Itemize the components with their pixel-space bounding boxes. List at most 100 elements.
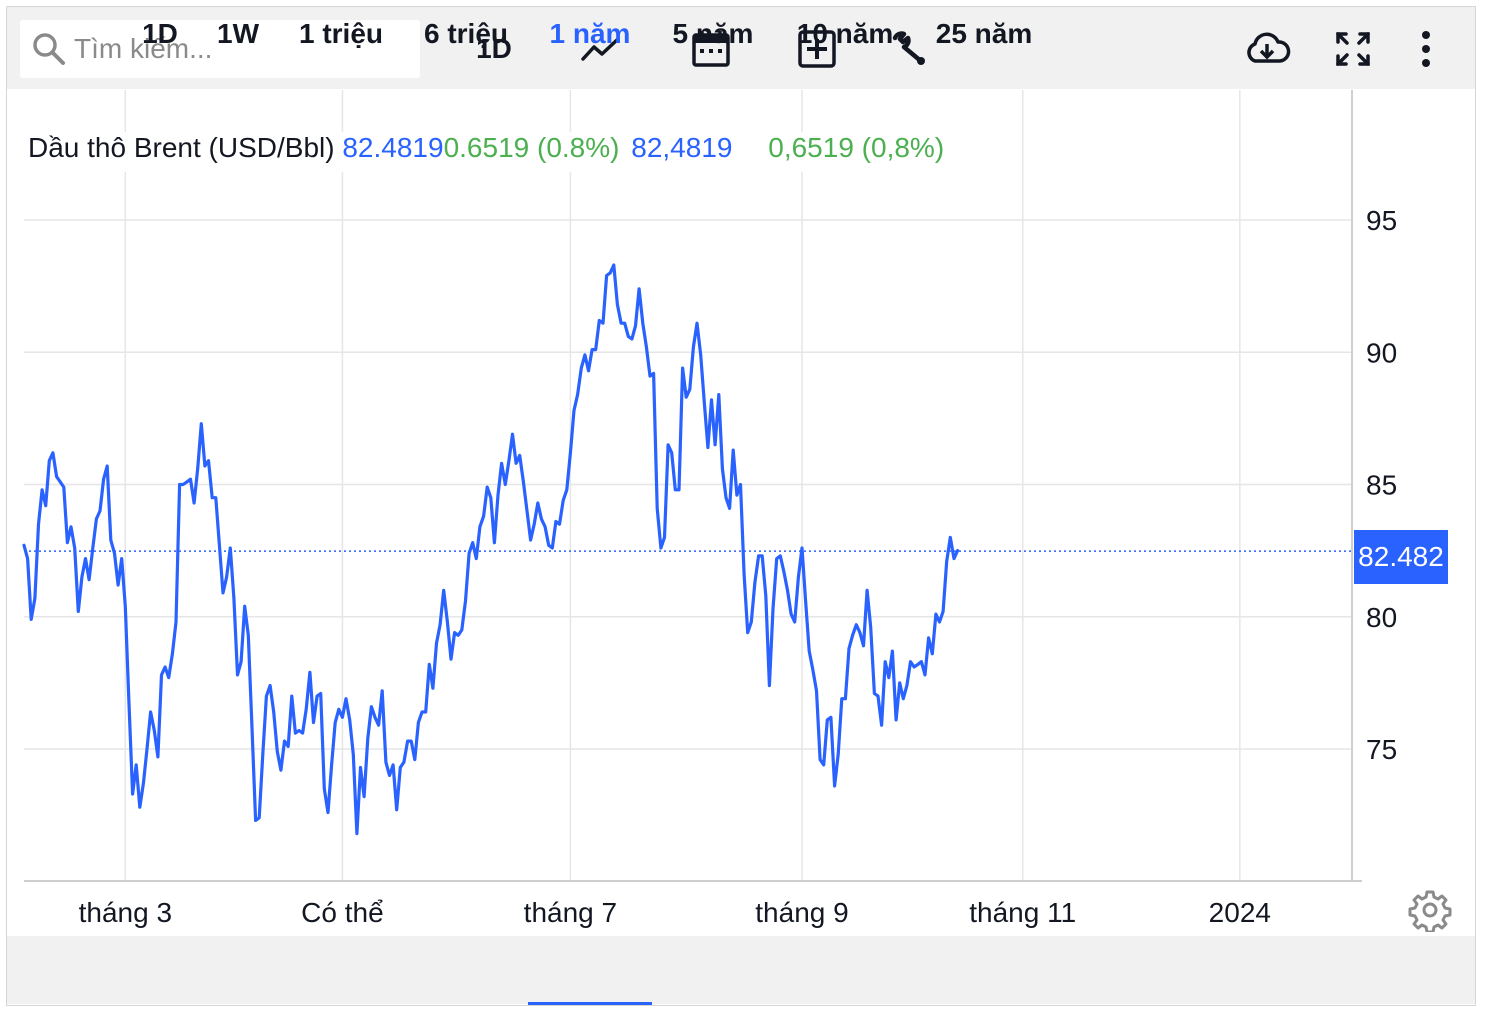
data-point	[899, 682, 901, 684]
data-point	[363, 796, 365, 798]
data-point	[700, 354, 702, 356]
data-point	[718, 394, 720, 396]
data-point	[233, 597, 235, 599]
indicators-button[interactable]	[884, 24, 934, 74]
data-point	[566, 489, 568, 491]
chart-type-button[interactable]	[576, 24, 626, 74]
data-point	[392, 764, 394, 766]
date-range-button[interactable]	[686, 24, 736, 74]
data-point	[834, 785, 836, 787]
x-tick-label: tháng 7	[524, 897, 617, 928]
data-point	[124, 605, 126, 607]
data-point	[783, 571, 785, 573]
data-point	[776, 558, 778, 560]
data-point	[750, 621, 752, 623]
data-point	[830, 716, 832, 718]
data-point	[59, 481, 61, 483]
data-point	[150, 711, 152, 713]
data-point	[768, 685, 770, 686]
data-point	[23, 544, 25, 546]
data-point	[63, 486, 65, 488]
download-button[interactable]	[1240, 24, 1294, 74]
wrench-icon	[892, 31, 925, 65]
data-point	[685, 396, 687, 398]
range-1d[interactable]: 1D	[142, 18, 178, 49]
data-point	[707, 447, 709, 448]
data-point	[237, 674, 238, 676]
data-point	[855, 624, 857, 626]
data-point	[714, 444, 716, 446]
data-point	[736, 494, 738, 496]
data-point	[161, 674, 162, 676]
data-point	[45, 505, 47, 507]
data-point	[298, 730, 300, 731]
data-point	[352, 753, 354, 755]
x-tick-label: tháng 9	[755, 897, 848, 928]
data-point	[653, 372, 655, 374]
data-point	[823, 764, 825, 766]
data-point	[902, 698, 904, 700]
data-point	[432, 687, 434, 689]
data-point	[602, 322, 604, 324]
more-button[interactable]	[1406, 24, 1446, 74]
data-point	[258, 817, 260, 819]
data-point	[331, 764, 333, 766]
data-point	[132, 793, 134, 795]
data-point	[389, 775, 390, 776]
data-point	[284, 740, 285, 742]
search-input[interactable]	[72, 28, 406, 70]
range-25y[interactable]: 25 năm	[935, 18, 1033, 49]
data-point	[642, 322, 644, 324]
data-point	[797, 576, 799, 578]
compare-button[interactable]	[792, 24, 842, 74]
data-point	[374, 716, 376, 718]
data-point	[624, 322, 626, 324]
data-point	[273, 711, 275, 713]
data-point	[530, 539, 532, 541]
data-point	[747, 632, 749, 634]
data-point	[497, 494, 499, 496]
data-point	[819, 759, 821, 761]
range-1y[interactable]: 1 năm	[549, 18, 631, 49]
data-point	[428, 663, 430, 665]
data-point	[229, 547, 231, 549]
data-point	[142, 782, 144, 784]
data-point	[501, 462, 503, 464]
data-point	[421, 711, 423, 713]
data-point	[682, 367, 684, 369]
data-point	[598, 320, 600, 321]
data-point	[244, 605, 246, 607]
data-point	[884, 661, 886, 663]
data-point	[211, 497, 213, 499]
data-point	[522, 481, 524, 483]
data-point	[34, 597, 36, 599]
data-point	[52, 452, 54, 454]
data-point	[844, 698, 846, 700]
gear-icon[interactable]	[1408, 888, 1452, 932]
data-point	[135, 764, 137, 766]
data-point	[193, 502, 195, 504]
data-point	[740, 484, 741, 485]
range-6m[interactable]: 6 triệu	[423, 18, 509, 49]
data-point	[280, 769, 282, 771]
range-1w[interactable]: 1W	[217, 18, 259, 49]
fullscreen-button[interactable]	[1328, 24, 1378, 74]
data-point	[888, 677, 890, 679]
interval-button[interactable]: 1D	[468, 24, 520, 74]
range-5y[interactable]: 5 năm	[672, 18, 754, 49]
data-point	[190, 478, 191, 480]
range-10y[interactable]: 10 năm	[796, 18, 894, 49]
data-point	[291, 695, 293, 697]
search-box[interactable]	[20, 20, 420, 78]
legend-value-alt: 82,4819	[631, 132, 733, 163]
y-tick-label: 95	[1366, 205, 1397, 236]
range-1m[interactable]: 1 triệu	[298, 18, 384, 49]
data-point	[56, 476, 58, 478]
add-compare-icon	[798, 30, 836, 68]
data-point	[540, 518, 542, 520]
data-point	[121, 558, 123, 560]
data-point	[265, 695, 267, 697]
data-point	[179, 484, 181, 485]
data-point	[407, 740, 409, 742]
